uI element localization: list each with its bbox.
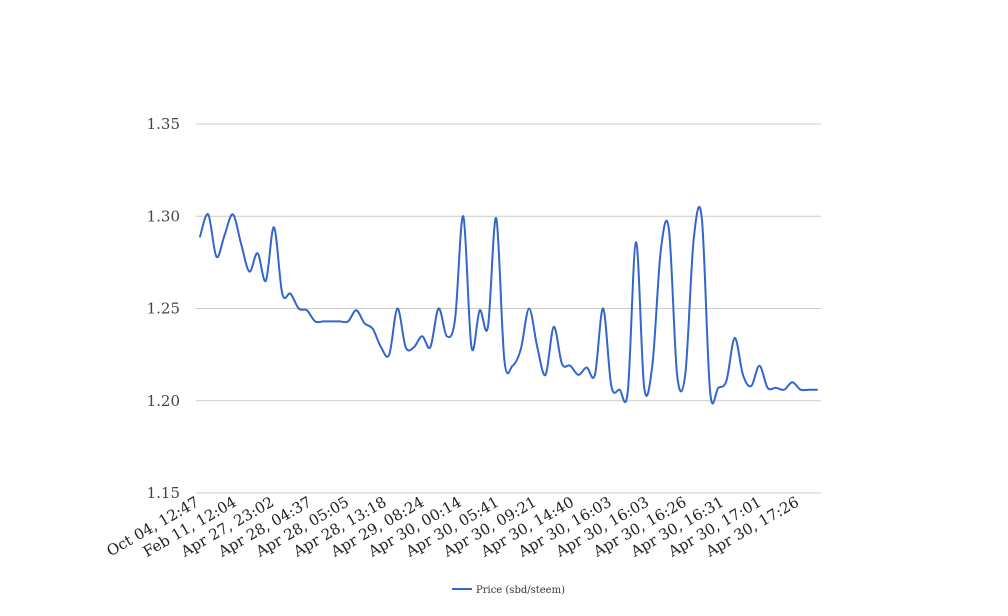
legend-label: Price (sbd/steem): [476, 585, 565, 596]
y-tick-label: 1.15: [147, 484, 180, 502]
y-tick-label: 1.30: [147, 207, 180, 225]
gridlines: [196, 123, 821, 494]
y-tick-label: 1.25: [147, 300, 180, 318]
series-line-0: [199, 205, 818, 405]
series-lines: [199, 205, 818, 405]
y-tick-label: 1.35: [147, 115, 180, 133]
y-axis-tick-labels: 1.35 1.30 1.25 1.20 1.15: [147, 115, 180, 502]
y-tick-label: 1.20: [147, 392, 180, 410]
legend[interactable]: Price (sbd/steem): [452, 585, 565, 596]
